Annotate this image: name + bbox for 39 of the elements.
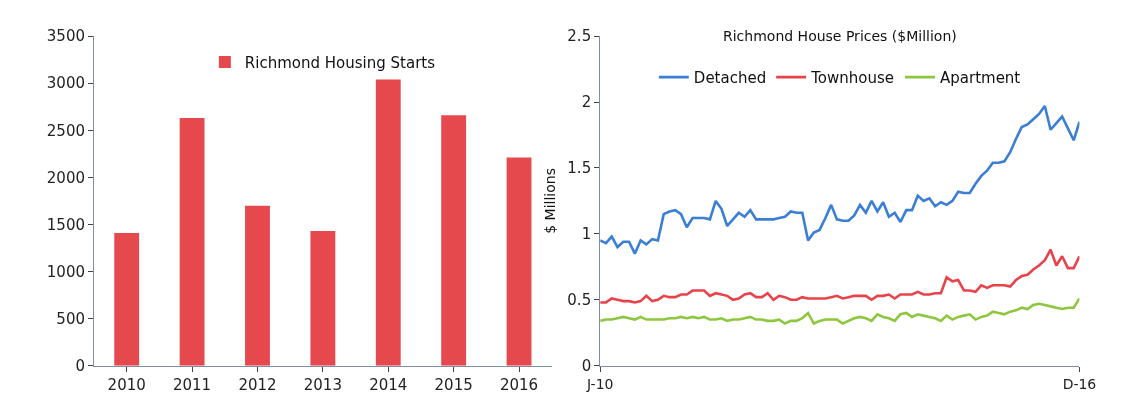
y-tick-label: 2000 [46, 168, 85, 187]
chart-title: Richmond House Prices ($Million) [723, 28, 957, 44]
bar [179, 118, 205, 366]
y-tick-label: 1500 [46, 215, 85, 234]
x-tick-label: 2016 [499, 375, 539, 394]
y-axis-title: $ Millions [541, 168, 558, 234]
x-tick-label: 2014 [369, 375, 408, 394]
y-tick-label: 0.5 [567, 291, 592, 310]
legend-label: Detached [693, 69, 767, 88]
line-series [600, 104, 1080, 255]
x-tick-label: 2015 [434, 375, 473, 394]
x-tick-label: 2012 [238, 375, 277, 394]
x-tick-label: 2013 [303, 375, 342, 394]
x-tick-label: 2010 [107, 375, 146, 394]
bar [245, 205, 270, 366]
y-tick-label: 2.5 [567, 27, 592, 46]
bar [310, 231, 336, 366]
y-tick-label: 500 [56, 309, 85, 328]
legend-label: Richmond Housing Starts [244, 53, 436, 72]
y-tick-label: 3000 [46, 74, 85, 93]
y-tick-label: 2500 [46, 121, 85, 140]
x-tick-label: D-16 [1062, 375, 1097, 392]
y-tick-label: 0 [581, 356, 592, 375]
y-tick-label: 1.5 [567, 159, 592, 178]
y-tick-label: 0 [75, 356, 85, 375]
y-tick-label: 2 [581, 93, 592, 112]
bar [114, 232, 140, 366]
bar [441, 115, 467, 366]
bar [375, 79, 401, 366]
y-tick-label: 1 [581, 225, 592, 244]
line-series [600, 248, 1080, 304]
x-tick-label: J-10 [585, 375, 614, 392]
legend-label: Townhouse [810, 69, 894, 88]
y-tick-label: 3500 [46, 27, 85, 46]
bar [506, 157, 532, 366]
line-series [600, 297, 1080, 325]
x-tick-label: 2011 [172, 375, 212, 394]
legend-label: Apartment [940, 69, 1021, 88]
y-tick-label: 1000 [46, 262, 85, 281]
